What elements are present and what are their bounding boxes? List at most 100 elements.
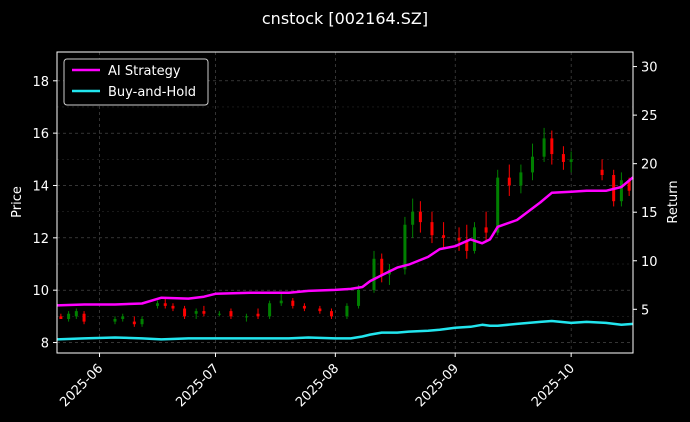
candle-body: [411, 211, 415, 225]
candle-body: [59, 316, 63, 319]
candle-body: [507, 177, 511, 186]
candle-body: [357, 290, 361, 306]
candle: [519, 164, 523, 194]
line-buy-and-hold: [56, 319, 634, 341]
y-tick-label: 18: [32, 75, 49, 90]
y2-tick-label: 15: [641, 206, 658, 221]
candle: [244, 313, 248, 322]
y2-tick-label: 25: [641, 109, 658, 124]
candle: [380, 253, 384, 283]
candle: [163, 298, 167, 309]
candle-body: [268, 303, 272, 317]
candle-body: [202, 311, 206, 314]
candle: [67, 311, 71, 322]
candle: [279, 292, 283, 306]
candle-body: [156, 303, 160, 306]
candle-body: [318, 308, 322, 312]
legend-label-ai-strategy: AI Strategy: [108, 64, 181, 79]
candle-body: [542, 138, 546, 157]
y-tick-label: 8: [41, 337, 49, 352]
return-lines: [56, 176, 634, 341]
candle: [217, 311, 221, 317]
candle-body: [430, 222, 434, 236]
candle: [542, 127, 546, 162]
candle: [121, 313, 125, 322]
y-axis-label: Price: [10, 186, 25, 218]
candle: [74, 308, 78, 319]
candle: [329, 308, 333, 319]
candle-body: [194, 311, 198, 314]
candle-body: [569, 159, 573, 162]
candle-body: [372, 258, 376, 291]
candle-body: [67, 313, 71, 319]
candle-body: [82, 313, 86, 322]
candle-body: [302, 305, 306, 309]
chart-title: cnstock [002164.SZ]: [262, 9, 428, 28]
y-tick-label: 10: [32, 284, 49, 299]
candle-body: [600, 169, 604, 176]
candle: [183, 305, 187, 319]
candle-body: [519, 172, 523, 186]
candle-body: [442, 235, 446, 238]
candle: [530, 143, 534, 181]
candle: [291, 298, 295, 309]
candle: [156, 300, 160, 309]
candle: [82, 311, 86, 325]
legend: AI Strategy Buy-and-Hold: [63, 58, 209, 106]
candle-body: [465, 240, 469, 251]
y2-tick-label: 30: [641, 61, 658, 76]
candle: [600, 159, 604, 181]
candle-body: [244, 316, 248, 318]
candle-body: [229, 311, 233, 317]
candle: [569, 151, 573, 173]
candle-body: [132, 321, 136, 325]
legend-label-buy-and-hold: Buy-and-Hold: [108, 85, 196, 100]
candlesticks: [59, 127, 631, 327]
candle: [302, 303, 306, 312]
y2-tick-label: 5: [641, 303, 649, 318]
candle-body: [418, 211, 422, 223]
candle-body: [550, 138, 554, 155]
candle-body: [561, 154, 565, 162]
candle-body: [217, 313, 221, 315]
candle-body: [496, 177, 500, 233]
candle-body: [140, 318, 144, 325]
candle: [268, 300, 272, 319]
candle: [484, 211, 488, 241]
candle-body: [473, 227, 477, 251]
y2-tick-label: 20: [641, 158, 658, 173]
candle-body: [163, 303, 167, 306]
candle-body: [74, 311, 78, 317]
candle-body: [380, 258, 384, 275]
candle-body: [619, 180, 623, 202]
candle: [132, 316, 136, 327]
candle-body: [113, 318, 117, 322]
candle: [457, 227, 461, 251]
candle: [194, 308, 198, 319]
candle-body: [530, 156, 534, 173]
y2-tick-label: 10: [641, 255, 658, 270]
candle-body: [627, 180, 631, 191]
y2-axis-label: Return: [666, 180, 681, 223]
candle: [418, 201, 422, 233]
candle: [442, 222, 446, 249]
candle: [561, 146, 565, 170]
candle-body: [121, 316, 125, 319]
candle: [430, 211, 434, 244]
plot-frame: [56, 51, 634, 354]
candle-body: [291, 300, 295, 306]
candle: [345, 303, 349, 319]
candle-body: [329, 311, 333, 317]
y-tick-label: 12: [32, 232, 49, 247]
candle: [550, 130, 554, 165]
candle: [619, 172, 623, 207]
candle: [113, 316, 117, 325]
candle: [496, 169, 500, 236]
candle-body: [457, 237, 461, 241]
candle: [473, 222, 477, 254]
candle-body: [279, 300, 283, 304]
candle: [318, 305, 322, 314]
candle-body: [183, 308, 187, 317]
candle: [171, 303, 175, 312]
